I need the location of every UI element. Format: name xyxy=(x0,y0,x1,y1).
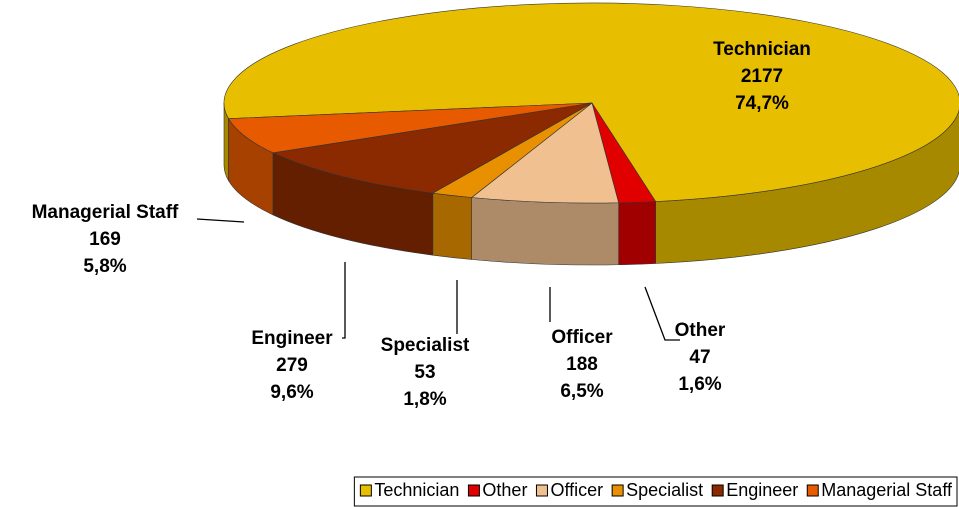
legend: Technician Other Officer Specialist Engineer… xyxy=(353,476,958,507)
legend-swatch xyxy=(359,484,372,497)
data-label-name: Technician xyxy=(713,39,811,60)
legend-label: Other xyxy=(482,480,527,500)
data-label-percent: 1,6% xyxy=(678,374,721,395)
slice xyxy=(223,2,959,202)
data-label-percent: 74,7% xyxy=(735,93,789,114)
data-label-name: Engineer xyxy=(251,328,333,349)
data-label-value: 2177 xyxy=(741,66,783,87)
data-label-name: Officer xyxy=(551,327,613,348)
legend-label: Officer xyxy=(550,480,603,500)
data-label-name: Other xyxy=(675,320,726,341)
legend-swatch xyxy=(535,484,548,497)
legend-item: Technician xyxy=(359,480,459,500)
data-label-percent: 9,6% xyxy=(270,382,313,403)
data-label-name: Managerial Staff xyxy=(32,202,179,223)
data-label-value: 53 xyxy=(414,362,435,383)
legend-swatch xyxy=(467,484,480,497)
leader-line xyxy=(644,286,680,341)
data-label-percent: 5,8% xyxy=(83,256,126,277)
legend-swatch xyxy=(611,484,624,497)
data-label-percent: 1,8% xyxy=(403,389,446,410)
legend-label: Specialist xyxy=(626,480,703,500)
legend-item: Officer xyxy=(535,480,603,500)
slice-side xyxy=(432,192,472,260)
data-label-name: Specialist xyxy=(381,335,470,356)
slice-side xyxy=(618,201,656,266)
legend-item: Specialist xyxy=(611,480,703,500)
slice-side xyxy=(471,197,619,266)
legend-label: Managerial Staff xyxy=(821,480,953,500)
slice xyxy=(228,102,593,154)
legend-item: Other xyxy=(467,480,527,500)
slice xyxy=(470,102,620,204)
legend-label: Technician xyxy=(374,480,459,500)
legend-item: Engineer xyxy=(711,480,798,500)
data-label-percent: 6,5% xyxy=(560,381,603,402)
slice xyxy=(271,102,593,194)
leader-line xyxy=(196,218,245,223)
legend-swatch xyxy=(806,484,819,497)
data-label-value: 279 xyxy=(276,355,308,376)
data-label-value: 47 xyxy=(689,347,710,368)
legend-swatch xyxy=(711,484,724,497)
legend-item: Managerial Staff xyxy=(806,480,953,500)
leader-line xyxy=(342,262,346,339)
data-label-value: 188 xyxy=(566,354,598,375)
data-label-value: 169 xyxy=(89,229,121,250)
legend-label: Engineer xyxy=(726,480,798,500)
legend-box xyxy=(353,476,958,507)
